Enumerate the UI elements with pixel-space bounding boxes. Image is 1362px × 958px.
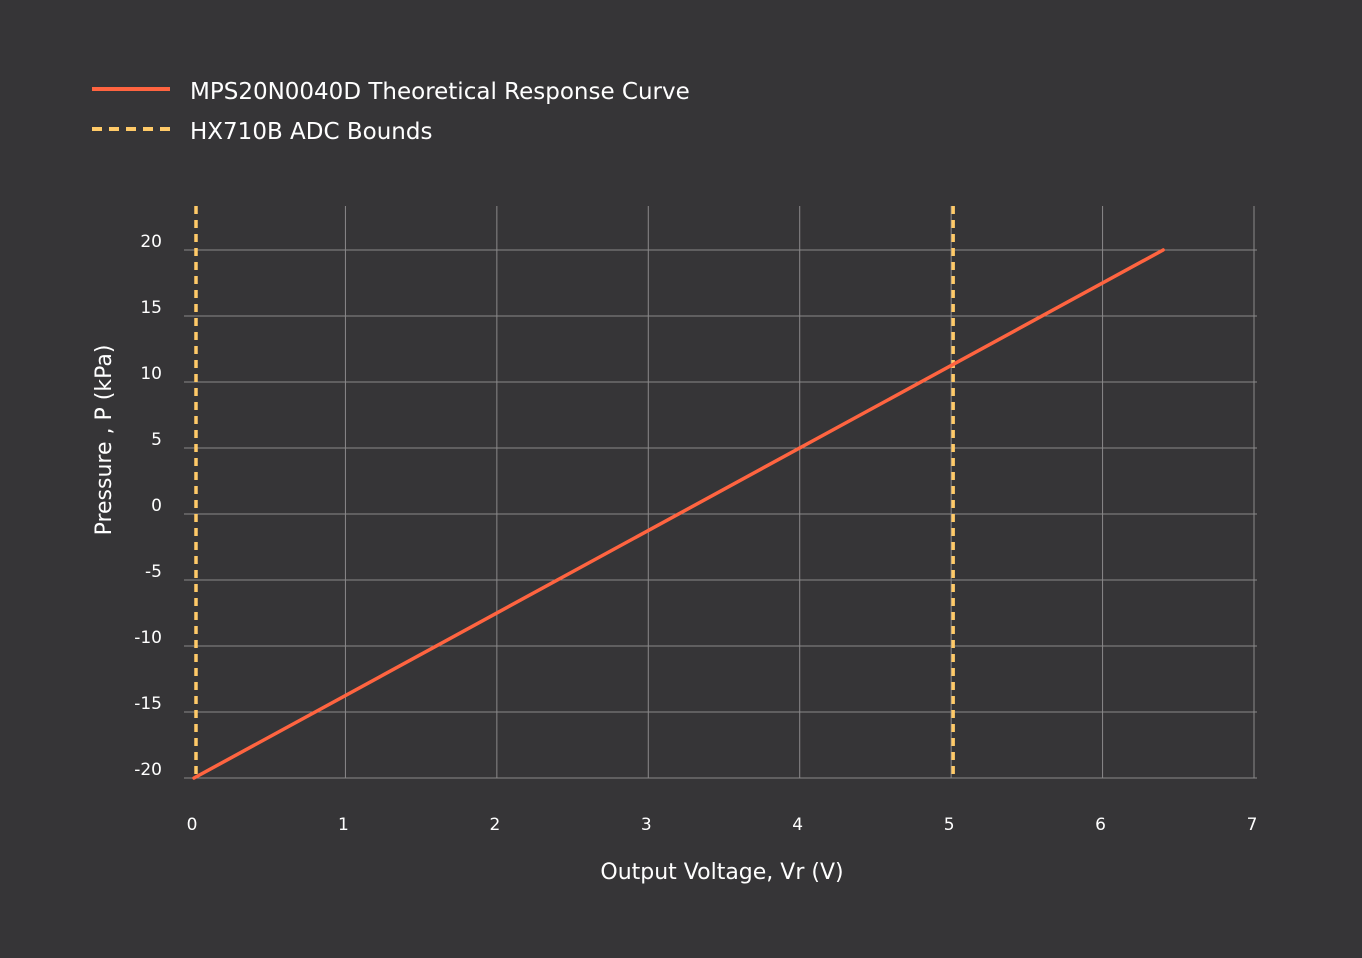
grid <box>184 206 1257 779</box>
x-tick-label: 0 <box>187 815 198 835</box>
y-tick-label: -20 <box>134 760 162 780</box>
legend-label-adc-bounds: HX710B ADC Bounds <box>190 119 432 145</box>
x-tick-label: 2 <box>489 815 500 835</box>
x-axis-title: Output Voltage, Vr (V) <box>600 860 843 885</box>
y-tick-label: -10 <box>134 628 162 648</box>
x-tick-label: 3 <box>641 815 652 835</box>
x-tick-label: 4 <box>792 815 803 835</box>
legend-label-response-curve: MPS20N0040D Theoretical Response Curve <box>190 79 690 105</box>
y-tick-label: 0 <box>151 496 162 516</box>
legend: MPS20N0040D Theoretical Response Curve H… <box>92 79 690 145</box>
x-tick-label: 6 <box>1095 815 1106 835</box>
y-axis-title: Pressure , P (kPa) <box>92 345 117 536</box>
response-curve-line <box>192 248 1165 780</box>
tick-labels: 0 1 2 3 4 5 6 7 -20 -15 -10 -5 0 5 10 15 20 <box>134 232 1257 835</box>
x-tick-label: 5 <box>944 815 955 835</box>
y-tick-label: 20 <box>140 232 162 252</box>
y-tick-label: -15 <box>134 694 162 714</box>
y-tick-label: -5 <box>145 562 162 582</box>
x-tick-label: 1 <box>338 815 349 835</box>
y-tick-label: 5 <box>151 430 162 450</box>
x-tick-label: 7 <box>1247 815 1258 835</box>
series-layer <box>192 206 1165 780</box>
y-tick-label: 15 <box>140 298 162 318</box>
y-tick-label: 10 <box>140 364 162 384</box>
